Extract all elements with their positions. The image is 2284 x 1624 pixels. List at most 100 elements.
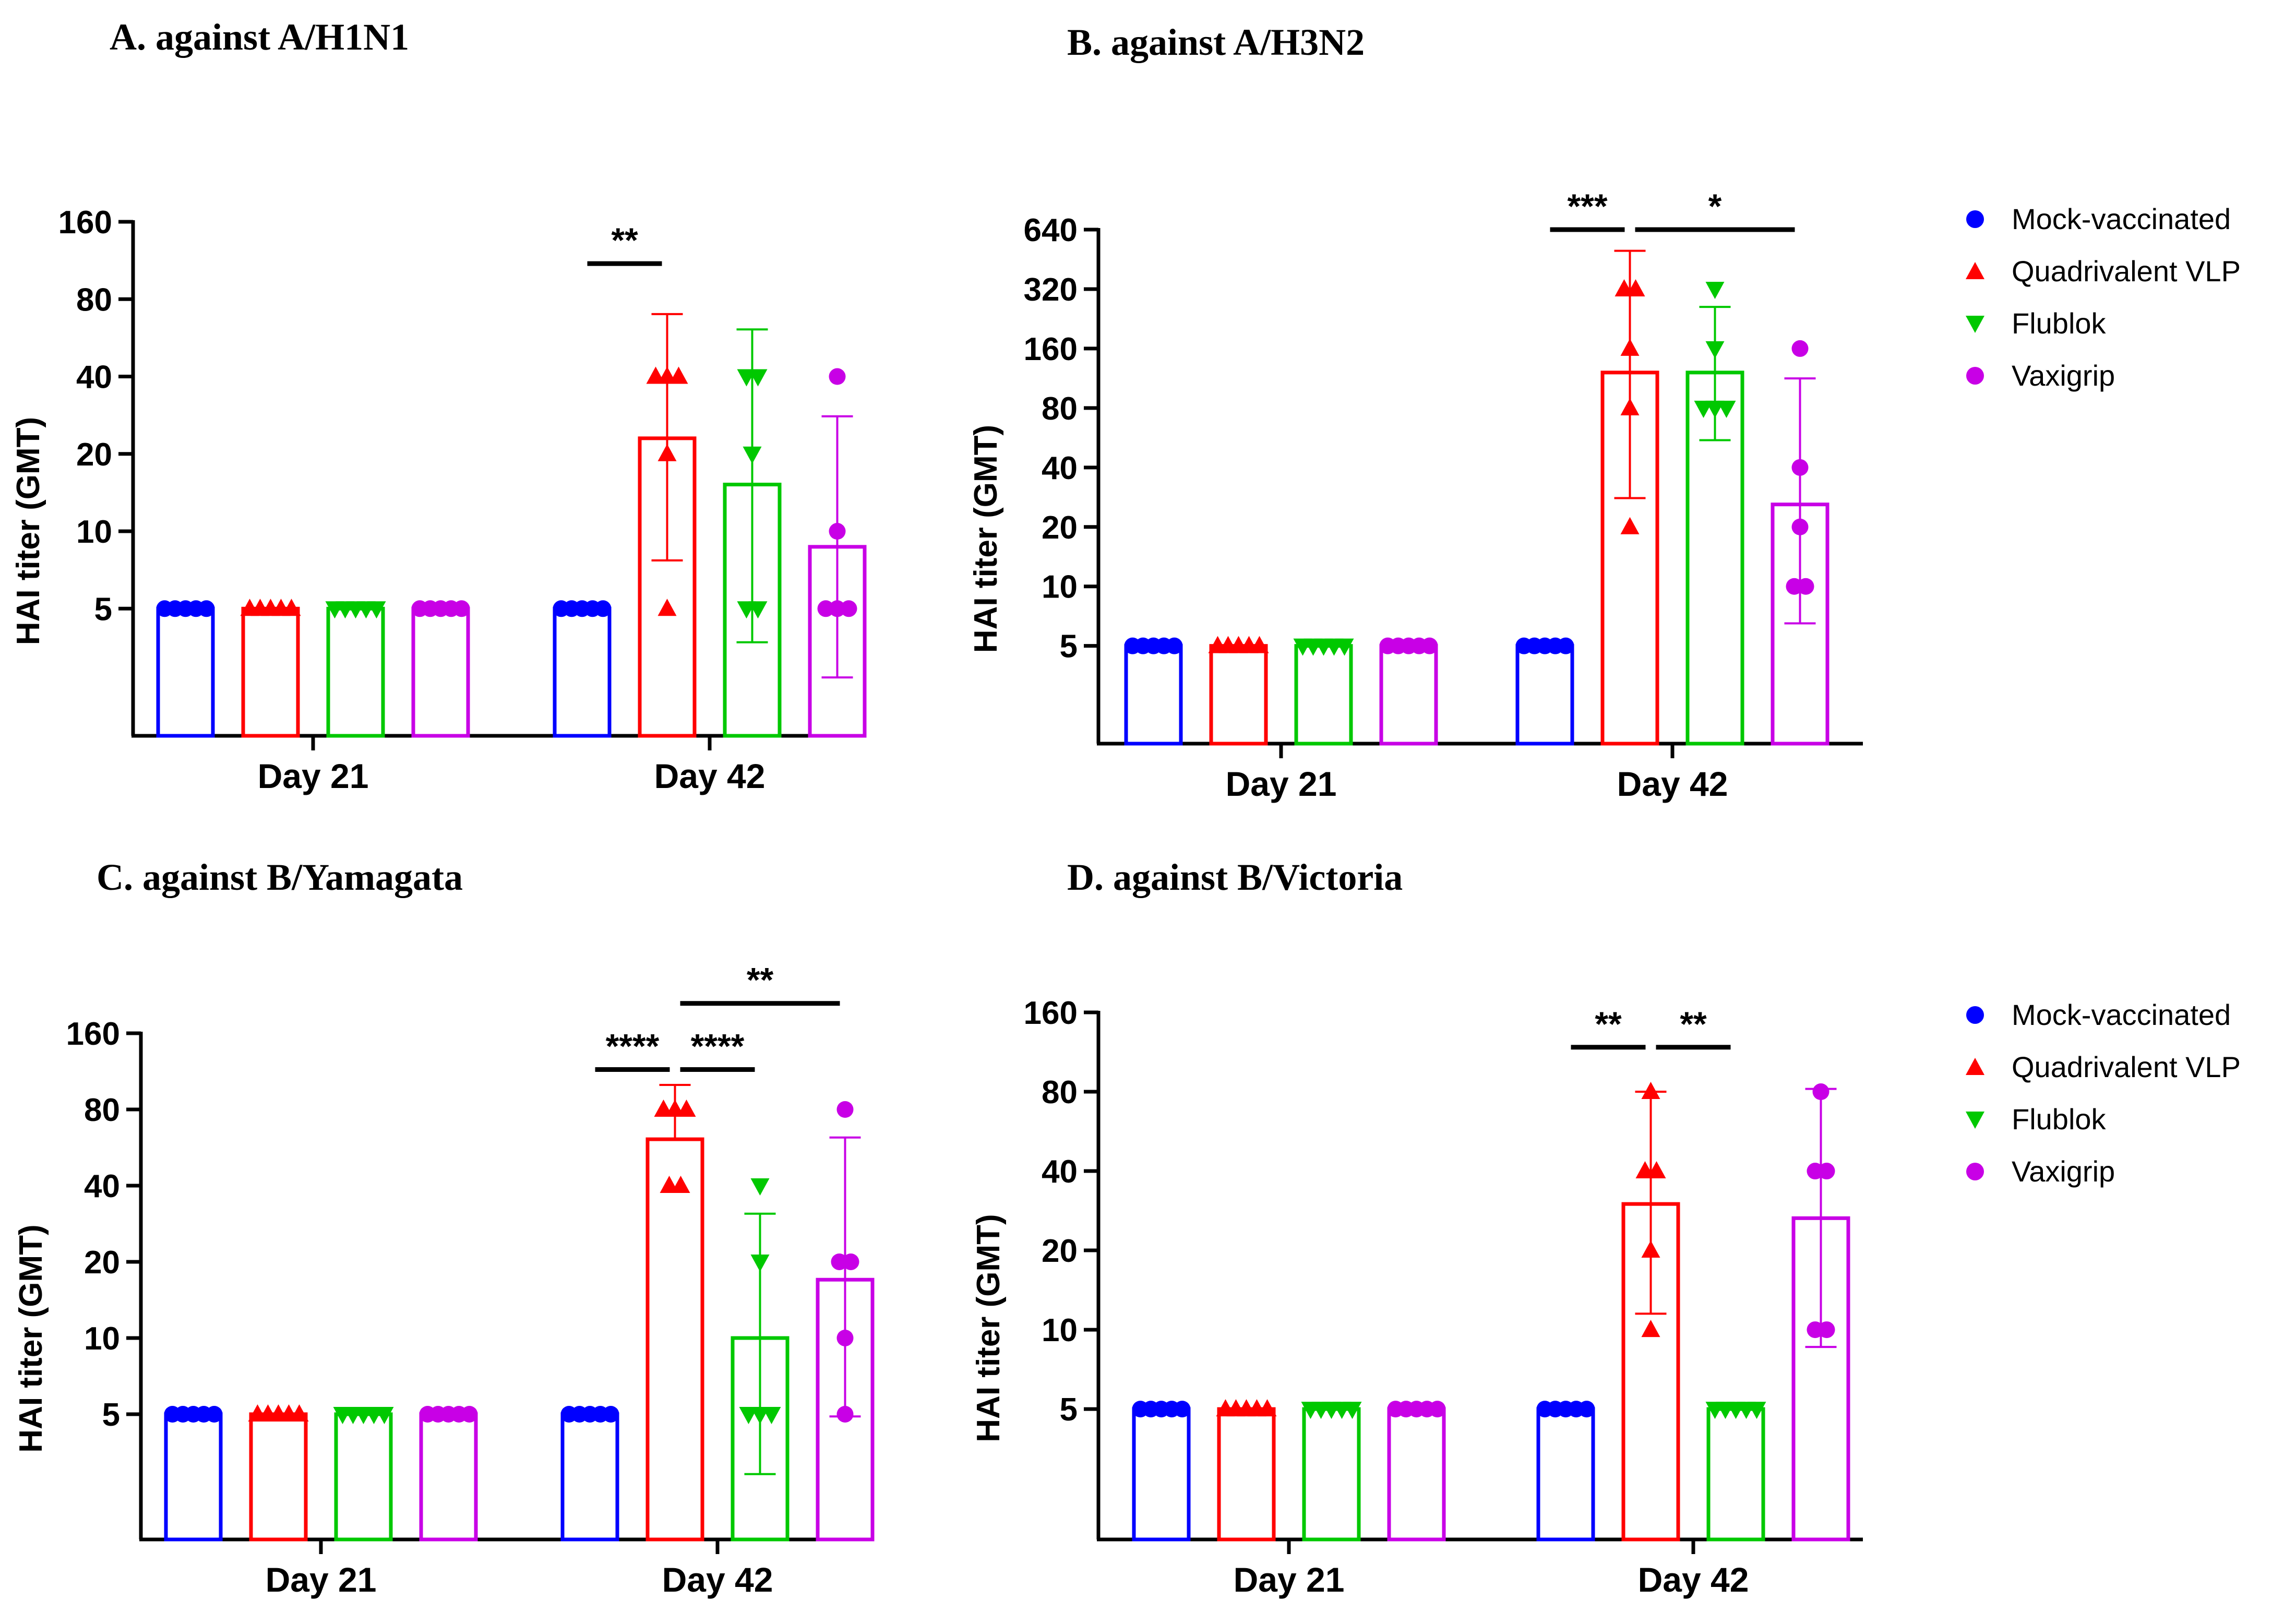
y-axis-label: HAI titer (GMT) bbox=[968, 425, 1004, 653]
bar bbox=[560, 1412, 619, 1542]
circle-icon bbox=[1966, 1006, 1984, 1024]
data-point bbox=[1641, 1320, 1660, 1338]
y-tick-label: 10 bbox=[84, 1321, 120, 1357]
data-point bbox=[290, 1404, 309, 1422]
data-point bbox=[842, 1253, 859, 1270]
panel-c-title: C. against B/Yamagata bbox=[97, 856, 463, 898]
panel-a-title: A. against A/H1N1 bbox=[110, 16, 410, 58]
data-point bbox=[1818, 1163, 1835, 1180]
panel-b-plot: 5 10 20 40 80 160 320 640 HAI titer (GMT) Day 21 D… bbox=[968, 187, 1863, 803]
y-tick-label: 20 bbox=[1042, 1233, 1078, 1269]
triangle-down-icon bbox=[1966, 316, 1984, 333]
data-point bbox=[743, 446, 762, 464]
triangle-down-icon bbox=[1966, 1112, 1984, 1129]
y-tick-label: 20 bbox=[76, 437, 112, 473]
bar bbox=[645, 1137, 704, 1542]
significance-label: ** bbox=[747, 961, 774, 999]
significance-label: ** bbox=[611, 221, 638, 259]
legend-label: Flublok bbox=[2012, 1103, 2106, 1136]
data-point bbox=[840, 600, 857, 617]
legend-label: Vaxigrip bbox=[2012, 1155, 2115, 1188]
data-point bbox=[1620, 338, 1640, 356]
bar bbox=[334, 1412, 393, 1542]
y-tick-label: 320 bbox=[1024, 272, 1078, 308]
y-tick-label: 80 bbox=[1042, 1074, 1078, 1110]
data-point bbox=[1250, 636, 1269, 653]
x-tick-label: Day 42 bbox=[662, 1560, 773, 1599]
bar bbox=[411, 606, 470, 738]
data-point bbox=[1812, 1083, 1829, 1101]
y-axis-label: HAI titer (GMT) bbox=[13, 1224, 49, 1452]
data-point bbox=[1626, 279, 1645, 296]
data-point bbox=[1620, 517, 1640, 534]
y-tick-label: 40 bbox=[76, 360, 112, 396]
legend-label: Quadrivalent VLP bbox=[2012, 255, 2241, 288]
data-point bbox=[657, 444, 677, 461]
y-tick-label: 160 bbox=[1024, 995, 1078, 1031]
x-tick-label: Day 21 bbox=[1234, 1560, 1345, 1599]
y-tick-label: 160 bbox=[1024, 331, 1078, 367]
data-point bbox=[461, 1405, 478, 1423]
y-tick-label: 40 bbox=[84, 1168, 120, 1204]
data-point bbox=[677, 1099, 696, 1117]
data-point bbox=[282, 599, 301, 616]
y-tick-label: 10 bbox=[1042, 569, 1078, 605]
bar bbox=[1515, 644, 1574, 746]
legend-label: Mock-vaccinated bbox=[2012, 998, 2231, 1031]
data-point bbox=[1797, 578, 1814, 595]
bar bbox=[553, 606, 612, 738]
y-axis-label: HAI titer (GMT) bbox=[10, 417, 46, 645]
bar bbox=[249, 1412, 308, 1542]
data-point bbox=[748, 601, 768, 619]
x-tick-label: Day 21 bbox=[1226, 765, 1337, 803]
data-point bbox=[367, 601, 386, 619]
panel-d-plot: 5 10 20 40 80 160 HAI titer (GMT) Day 21 Day 42 *… bbox=[971, 995, 1863, 1599]
x-tick-label: Day 21 bbox=[266, 1560, 377, 1599]
y-tick-label: 640 bbox=[1024, 212, 1078, 248]
bar bbox=[1217, 1407, 1276, 1542]
bar bbox=[1294, 644, 1353, 746]
x-tick-label: Day 42 bbox=[1617, 765, 1728, 803]
data-point bbox=[1705, 341, 1725, 359]
legend-label: Mock-vaccinated bbox=[2012, 202, 2231, 235]
legend-label: Quadrivalent VLP bbox=[2012, 1050, 2241, 1083]
data-point bbox=[1791, 340, 1809, 357]
legend-label: Vaxigrip bbox=[2012, 359, 2115, 392]
data-point bbox=[594, 600, 612, 617]
data-point bbox=[750, 1178, 770, 1196]
significance-label: * bbox=[1708, 187, 1722, 225]
y-tick-label: 20 bbox=[84, 1245, 120, 1281]
data-point bbox=[1807, 1321, 1824, 1339]
bar bbox=[419, 1412, 478, 1542]
panel-b-title: B. against A/H3N2 bbox=[1067, 21, 1365, 63]
significance-label: **** bbox=[691, 1027, 745, 1066]
x-tick-label: Day 42 bbox=[1638, 1560, 1749, 1599]
data-point bbox=[671, 1175, 690, 1193]
data-point bbox=[375, 1406, 394, 1424]
data-point bbox=[1641, 1240, 1660, 1258]
triangle-up-icon bbox=[1966, 1058, 1984, 1075]
y-tick-label: 160 bbox=[66, 1016, 120, 1052]
data-point bbox=[836, 1405, 854, 1423]
significance-label: ** bbox=[1595, 1005, 1622, 1043]
x-tick-label: Day 42 bbox=[654, 757, 766, 795]
data-point bbox=[453, 600, 470, 617]
bar bbox=[1706, 1407, 1765, 1542]
significance-label: **** bbox=[606, 1027, 660, 1066]
y-tick-label: 80 bbox=[1042, 391, 1078, 427]
data-point bbox=[657, 599, 677, 616]
data-point bbox=[1343, 1402, 1362, 1419]
data-point bbox=[762, 1406, 781, 1424]
y-tick-label: 160 bbox=[58, 205, 112, 241]
data-point bbox=[1258, 1399, 1277, 1417]
data-point bbox=[1647, 1161, 1666, 1179]
significance-label: *** bbox=[1567, 187, 1607, 225]
circle-icon bbox=[1966, 367, 1984, 385]
bar bbox=[1302, 1407, 1361, 1542]
data-point bbox=[829, 368, 846, 385]
y-tick-label: 5 bbox=[102, 1397, 120, 1433]
data-point bbox=[1786, 578, 1803, 595]
data-point bbox=[1791, 518, 1809, 535]
bar bbox=[241, 606, 300, 738]
